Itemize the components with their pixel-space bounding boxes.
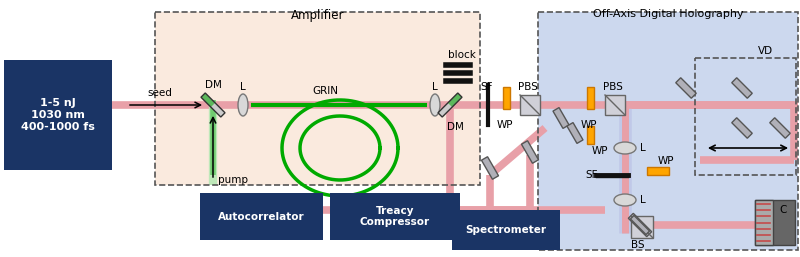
Text: seed: seed [147,88,172,98]
Text: BS: BS [631,240,645,250]
Polygon shape [553,108,569,128]
Polygon shape [732,118,752,138]
Text: C: C [779,205,786,215]
Text: DM: DM [205,80,222,90]
Bar [647,167,669,175]
Text: L: L [640,195,646,205]
Ellipse shape [238,94,248,116]
Bar [631,216,653,238]
Bar [586,87,594,109]
Ellipse shape [614,142,636,154]
Text: Autocorrelator: Autocorrelator [218,212,305,222]
Polygon shape [676,78,696,98]
Bar [330,193,460,240]
Text: Amplifier: Amplifier [290,9,344,22]
Polygon shape [567,123,583,143]
Polygon shape [438,93,462,117]
Polygon shape [770,118,790,138]
Polygon shape [522,141,538,163]
Text: Treacy
Compressor: Treacy Compressor [360,206,430,227]
Text: WP: WP [592,146,608,156]
Bar [4,60,112,170]
Text: WP: WP [581,120,598,130]
Polygon shape [628,213,652,237]
Text: PBS: PBS [518,82,538,92]
Text: WP: WP [497,120,514,130]
Bar [695,58,796,175]
Polygon shape [732,78,752,98]
Bar [200,193,323,240]
Text: L: L [640,143,646,153]
Text: block: block [448,50,476,60]
Polygon shape [448,93,462,107]
Text: VD: VD [758,46,774,56]
Bar [452,210,560,250]
Polygon shape [201,93,215,107]
Polygon shape [482,157,498,179]
Bar [520,95,540,115]
Text: SF: SF [586,170,598,180]
Bar [538,12,798,250]
Text: L: L [432,82,438,92]
Text: Spectrometer: Spectrometer [466,225,546,235]
Bar [155,12,480,185]
Polygon shape [630,215,650,235]
Text: DM: DM [446,122,463,132]
Text: pump: pump [218,175,248,185]
Text: L: L [240,82,246,92]
Ellipse shape [614,194,636,206]
Text: Off-Axis Digital Holography: Off-Axis Digital Holography [593,9,743,19]
Bar [755,200,773,245]
Bar [502,87,510,109]
Text: GRIN: GRIN [312,86,338,96]
Bar [755,200,795,245]
Bar [586,126,594,144]
Text: SF: SF [481,82,494,92]
Bar [155,12,480,185]
Text: 1-5 nJ
1030 nm
400-1000 fs: 1-5 nJ 1030 nm 400-1000 fs [21,98,95,132]
Polygon shape [201,93,225,117]
Bar [605,95,625,115]
Ellipse shape [430,94,440,116]
Text: PBS: PBS [603,82,623,92]
Bar [538,12,798,250]
Text: WP: WP [658,156,674,166]
